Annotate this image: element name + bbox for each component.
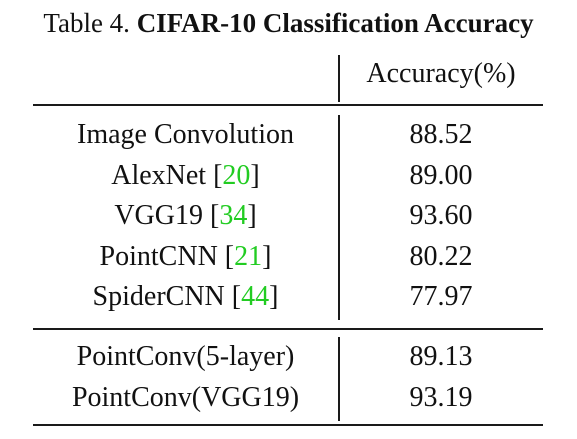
accuracy-cell: 77.97 [409, 281, 473, 312]
accuracy-cell: 89.13 [409, 341, 473, 372]
group-separator-rule [33, 328, 543, 330]
method-cell: PointCNN [21] [99, 240, 272, 272]
method-name: PointConv(VGG19) [71, 382, 300, 413]
method-name: Image Convolution [77, 119, 294, 150]
table-row: AlexNet [20] 89.00 [33, 156, 543, 196]
group2-vertical-rule [338, 337, 340, 421]
accuracy-cell: 80.22 [409, 240, 473, 272]
table-row: PointConv(VGG19) 93.19 [33, 378, 543, 418]
accuracy-cell: 93.19 [409, 382, 473, 413]
table-caption: Table 4. CIFAR-10 Classification Accurac… [0, 8, 577, 39]
accuracy-cell: 89.00 [409, 159, 473, 191]
method-name: PointConv(5-layer) [76, 341, 295, 372]
method-cell: VGG19 [34] [114, 200, 257, 231]
accuracy-cell: 93.60 [409, 200, 473, 231]
header-vertical-rule [338, 55, 340, 102]
method-name: PointCNN [99, 240, 218, 272]
citation-link[interactable]: 21 [234, 240, 263, 272]
table-row: PointConv(5-layer) 89.13 [33, 337, 543, 377]
method-name: VGG19 [114, 200, 203, 231]
method-cell: AlexNet [20] [111, 159, 260, 191]
method-cell: Image Convolution [33, 115, 338, 155]
table-row: SpiderCNN [44] 77.97 [33, 277, 543, 317]
method-cell: PointConv(5-layer) [33, 337, 338, 377]
citation-link[interactable]: 44 [241, 281, 270, 312]
table-bottom-rule [33, 424, 543, 426]
method-cell: PointConv(VGG19) [33, 378, 338, 418]
table-row: Image Convolution 88.52 [33, 115, 543, 155]
citation-link[interactable]: 20 [222, 159, 251, 191]
method-name: SpiderCNN [92, 281, 225, 312]
caption-prefix: Table 4. [43, 8, 137, 38]
accuracy-cell: 88.52 [409, 119, 473, 150]
table-row: VGG19 [34] 93.60 [33, 196, 543, 236]
group1-vertical-rule [338, 115, 340, 320]
header-bottom-rule [33, 104, 543, 106]
accuracy-column-header: Accuracy(%) [366, 58, 516, 89]
caption-title: CIFAR-10 Classification Accuracy [136, 8, 534, 38]
method-cell: SpiderCNN [44] [92, 281, 279, 312]
citation-link[interactable]: 34 [219, 200, 248, 231]
table-row: PointCNN [21] 80.22 [33, 237, 543, 277]
method-name: AlexNet [111, 159, 207, 191]
